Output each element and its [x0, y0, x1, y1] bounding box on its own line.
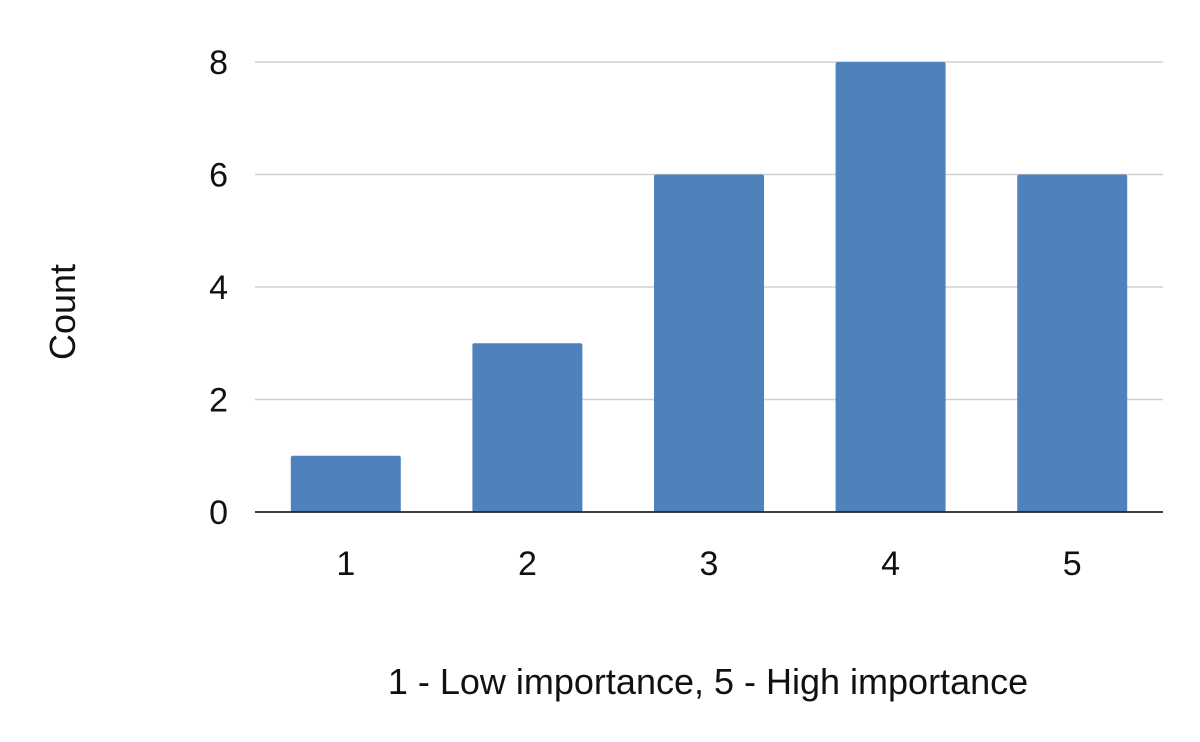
x-tick-label: 1: [336, 545, 355, 583]
x-tick-label: 3: [700, 545, 719, 583]
y-tick-labels: 0 2 4 6 8: [209, 44, 228, 532]
x-tick-labels: 1 2 3 4 5: [336, 545, 1081, 583]
y-tick-label: 8: [209, 44, 228, 82]
y-tick-label: 2: [209, 382, 228, 420]
y-axis-title: Count: [42, 264, 83, 360]
y-tick-label: 0: [209, 494, 228, 532]
bar-4: [835, 62, 946, 512]
bar-3: [654, 174, 764, 512]
bars: [290, 62, 1128, 512]
y-tick-label: 6: [209, 157, 228, 195]
x-tick-label: 4: [881, 545, 900, 583]
x-axis-title: 1 - Low importance, 5 - High importance: [388, 661, 1028, 702]
y-tick-label: 4: [209, 269, 228, 307]
bar-5: [1017, 174, 1128, 512]
bar-2: [472, 343, 583, 512]
bar-1: [290, 455, 401, 512]
x-tick-label: 2: [518, 545, 537, 583]
x-tick-label: 5: [1063, 545, 1082, 583]
